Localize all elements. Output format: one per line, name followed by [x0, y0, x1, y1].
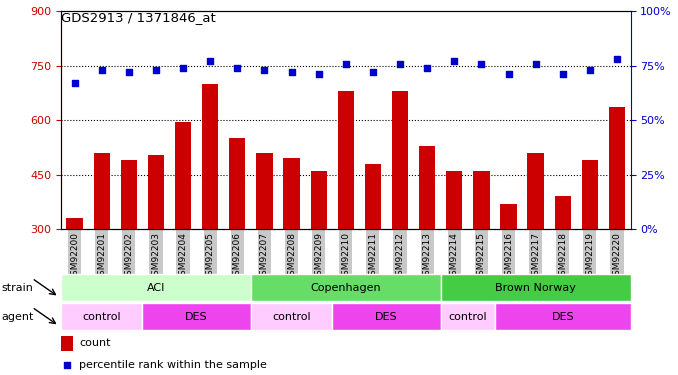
Bar — [446, 171, 462, 229]
Point — [584, 67, 595, 73]
Bar — [66, 218, 83, 229]
Bar — [441, 274, 631, 301]
Bar — [94, 153, 110, 229]
Point — [422, 65, 433, 71]
Point — [259, 67, 270, 73]
Bar — [142, 303, 251, 330]
Bar — [555, 196, 571, 229]
Text: Copenhagen: Copenhagen — [311, 283, 381, 292]
Point — [395, 60, 405, 66]
Bar — [229, 138, 245, 229]
Bar — [527, 153, 544, 229]
Bar — [175, 122, 191, 229]
Bar — [61, 303, 142, 330]
Point — [69, 80, 80, 86]
Bar — [392, 91, 408, 229]
Bar — [311, 171, 327, 229]
Point — [557, 71, 568, 77]
Bar — [61, 274, 251, 301]
Point — [313, 71, 324, 77]
Text: percentile rank within the sample: percentile rank within the sample — [79, 360, 267, 369]
Text: DES: DES — [551, 312, 574, 321]
Bar — [441, 303, 495, 330]
Bar — [121, 160, 137, 229]
Text: strain: strain — [1, 283, 33, 292]
Point — [315, 288, 325, 294]
Text: Brown Norway: Brown Norway — [495, 283, 576, 292]
Bar — [419, 146, 435, 229]
Point — [367, 69, 378, 75]
Point — [205, 58, 216, 64]
Bar — [332, 303, 441, 330]
Bar — [500, 204, 517, 229]
Point — [530, 60, 541, 66]
Text: DES: DES — [185, 312, 208, 321]
Point — [178, 65, 188, 71]
Bar — [365, 164, 381, 229]
Text: count: count — [79, 339, 111, 348]
Point — [96, 67, 107, 73]
Point — [340, 60, 351, 66]
Bar — [338, 91, 354, 229]
Point — [476, 60, 487, 66]
Point — [503, 71, 514, 77]
Text: ACI: ACI — [146, 283, 165, 292]
Text: control: control — [449, 312, 487, 321]
Bar — [495, 303, 631, 330]
Point — [232, 65, 243, 71]
Bar — [473, 171, 490, 229]
Bar — [256, 153, 273, 229]
Text: DES: DES — [375, 312, 398, 321]
Text: GDS2913 / 1371846_at: GDS2913 / 1371846_at — [61, 11, 216, 24]
Point — [151, 67, 161, 73]
Bar — [61, 336, 73, 351]
Bar — [148, 154, 164, 229]
Bar — [202, 84, 218, 229]
Text: agent: agent — [1, 312, 34, 321]
Bar — [251, 303, 332, 330]
Bar — [609, 108, 625, 229]
Point — [612, 56, 622, 62]
Text: control: control — [273, 312, 311, 321]
Bar — [283, 158, 300, 229]
Point — [123, 69, 134, 75]
Text: control: control — [83, 312, 121, 321]
Point — [449, 58, 460, 64]
Bar — [251, 274, 441, 301]
Bar — [582, 160, 598, 229]
Point — [286, 69, 297, 75]
